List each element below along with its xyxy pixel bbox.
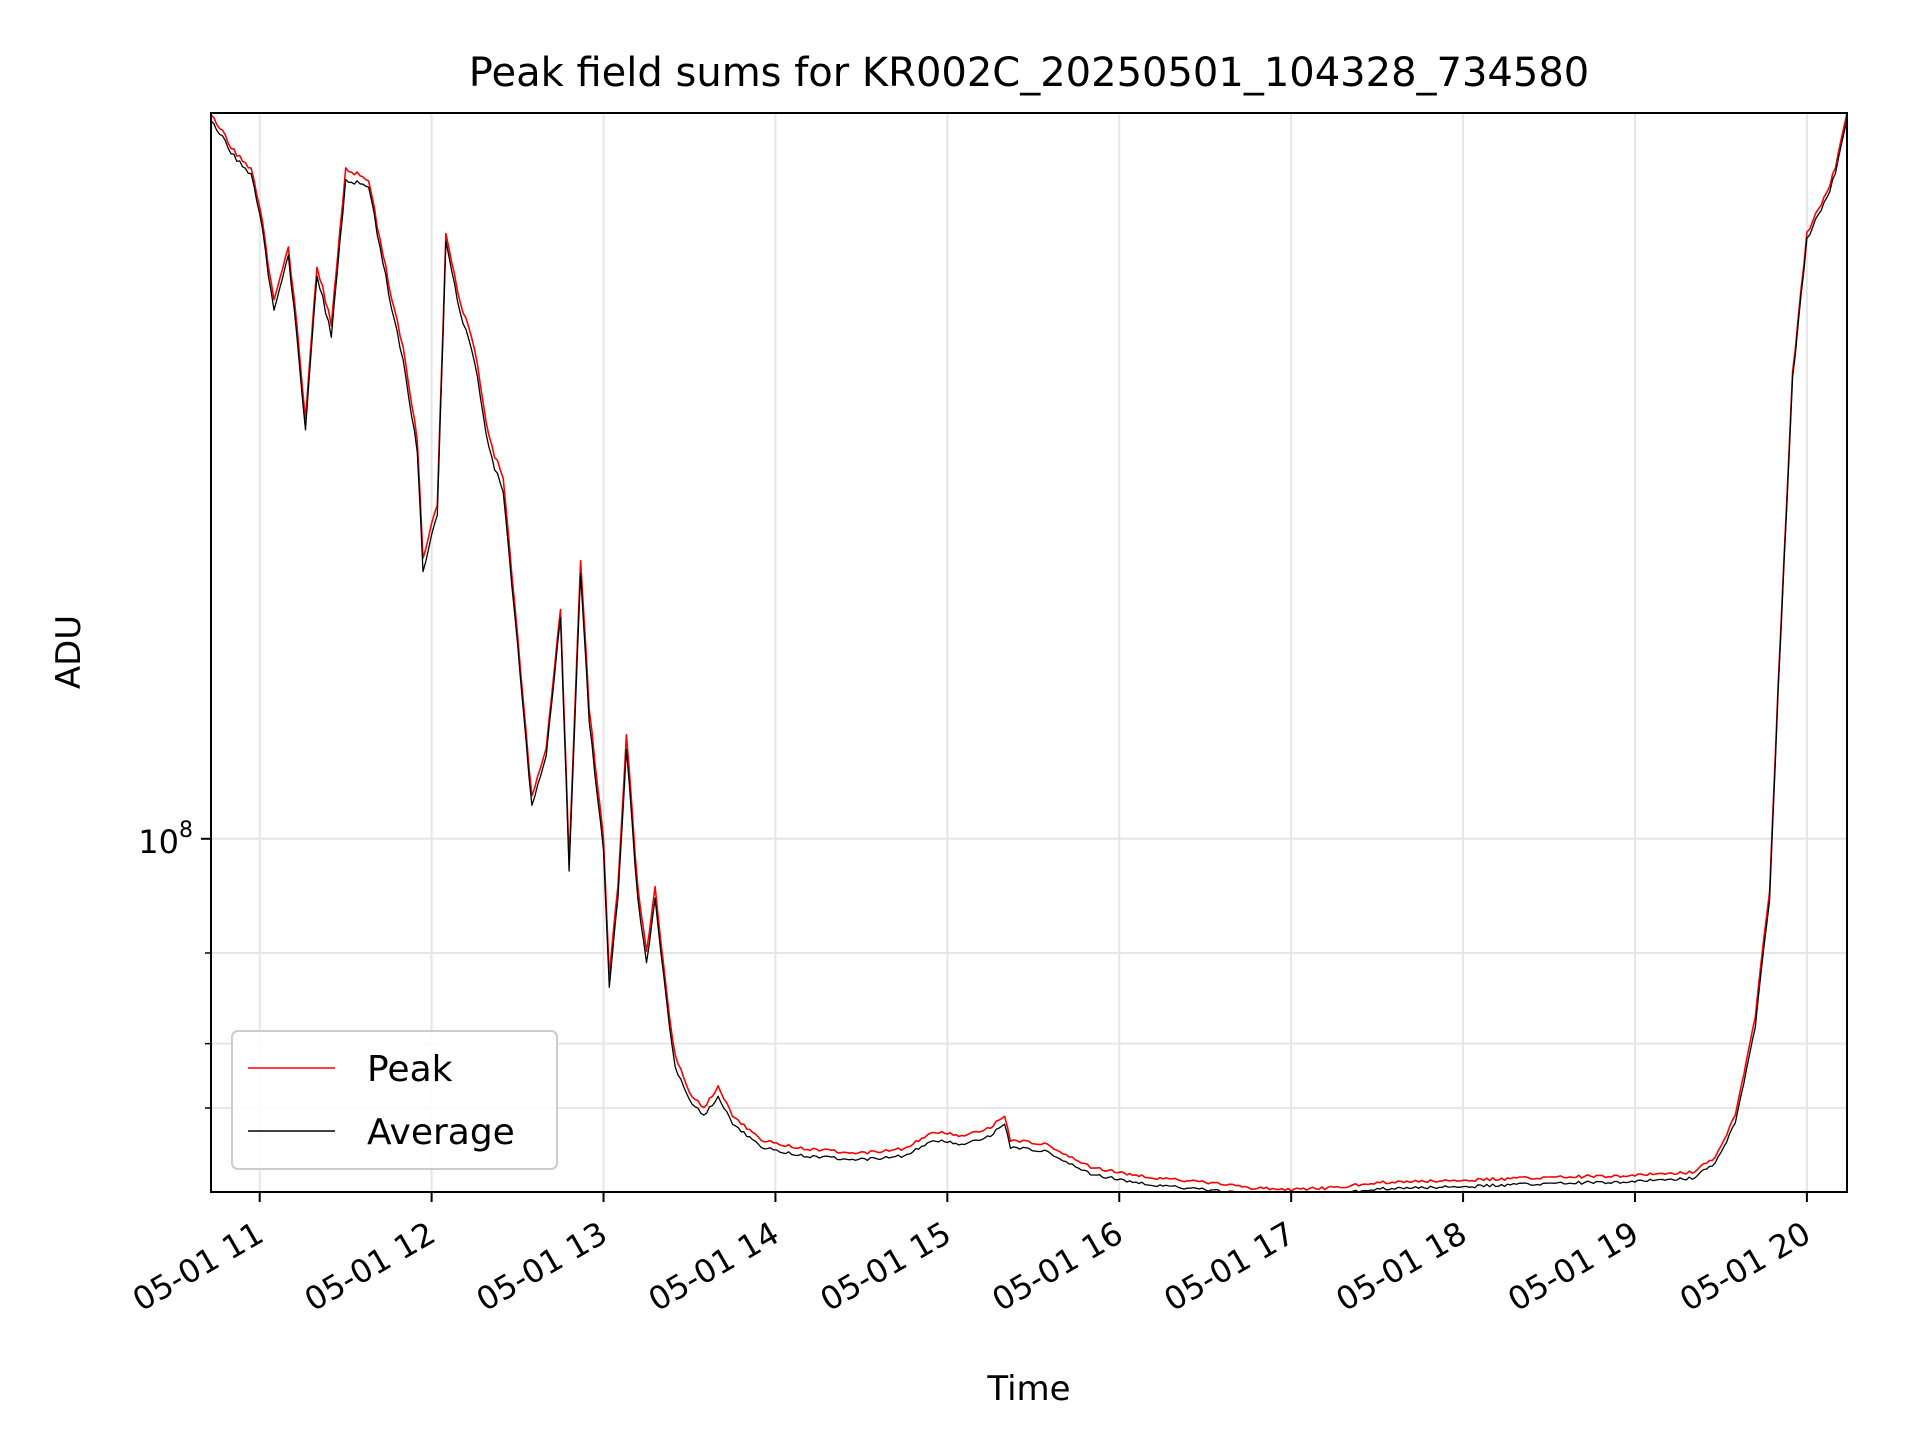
series-line-average (210, 119, 1848, 1193)
legend-box (231, 1030, 558, 1170)
plot-frame (210, 112, 1848, 1193)
legend-label-average: Average (367, 1112, 515, 1153)
legend: Peak Average (231, 1030, 558, 1170)
plot-lines (210, 112, 1848, 1193)
chart-title: Peak field sums for KR002C_20250501_1043… (469, 50, 1589, 96)
y-axis-label: ADU (49, 615, 89, 689)
series-line-peak (210, 112, 1848, 1192)
x-axis-label: Time (986, 1369, 1070, 1409)
legend-label-peak: Peak (367, 1049, 453, 1090)
